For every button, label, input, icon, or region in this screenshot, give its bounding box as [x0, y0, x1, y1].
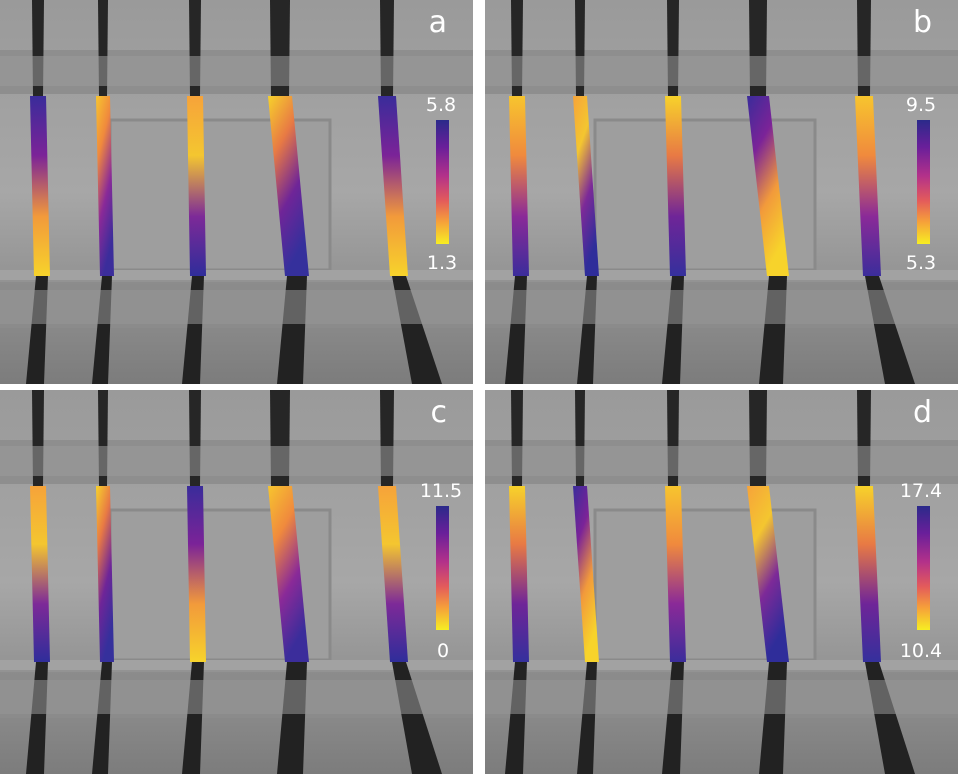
panel-label: a [428, 5, 447, 40]
colorbar-max-label: 11.5 [419, 480, 463, 502]
colorbar [436, 506, 449, 630]
colorbar-max-label: 17.4 [899, 480, 943, 502]
colorbar-min-label: 10.4 [899, 640, 943, 662]
colorbar-min-label: 0 [436, 640, 450, 662]
panel-label: c [430, 395, 448, 430]
colorbar-min-label: 5.3 [905, 252, 937, 274]
colorbar-max-label: 9.5 [905, 94, 937, 116]
specimen-photo [0, 0, 473, 384]
panel-a: a 5.8 1.3 [0, 0, 473, 384]
specimen-photo [485, 0, 958, 384]
panel-d: d 17.4 10.4 [485, 390, 958, 774]
panel-label: b [912, 5, 932, 40]
panel-label: d [912, 395, 932, 430]
colorbar-max-label: 5.8 [425, 94, 457, 116]
specimen-photo [485, 390, 958, 774]
colorbar [917, 120, 930, 244]
colorbar-min-label: 1.3 [426, 252, 458, 274]
colorbar [917, 506, 930, 630]
specimen-photo [0, 390, 473, 774]
colorbar [436, 120, 449, 244]
panel-b: b 9.5 5.3 [485, 0, 958, 384]
panel-c: c 11.5 0 [0, 390, 473, 774]
